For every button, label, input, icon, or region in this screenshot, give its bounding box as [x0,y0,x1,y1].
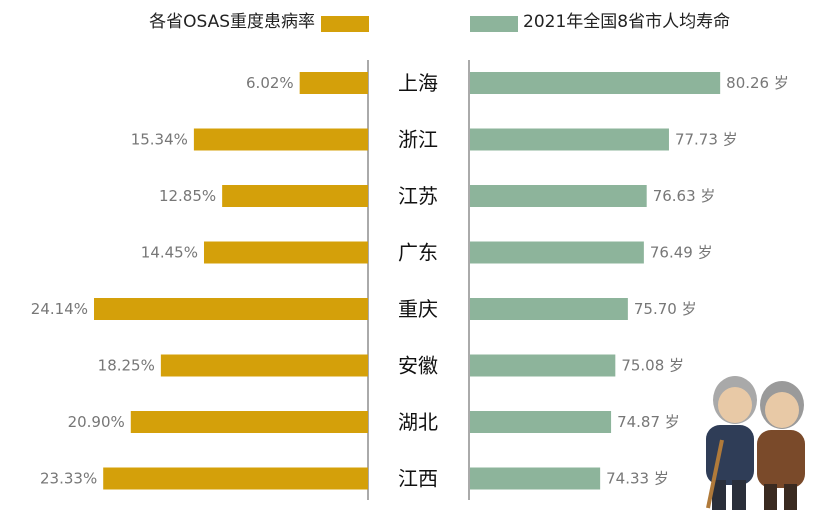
bar-lifespan-2 [470,185,647,207]
bar-osas-5 [160,354,368,377]
category-label-0: 上海 [398,71,438,95]
label-osas-6: 20.90% [68,413,125,431]
legend: 各省OSAS重度患病率 2021年全国8省市人均寿命 [149,12,730,32]
woman-body [757,430,805,488]
category-label-1: 浙江 [398,128,438,152]
label-osas-0: 6.02% [246,74,294,92]
category-label-3: 广东 [398,241,438,265]
category-label-7: 江西 [398,467,438,491]
bar-osas-7 [103,467,368,490]
category-label-2: 江苏 [398,184,438,208]
man-body [706,425,754,485]
label-lifespan-3: 76.49 岁 [650,244,713,262]
bar-lifespan-0 [470,72,721,94]
bar-osas-1 [193,128,368,151]
label-osas-1: 15.34% [131,131,188,149]
legend-swatch-left [321,16,369,32]
category-label-5: 安徽 [398,354,438,378]
label-lifespan-1: 77.73 岁 [675,131,738,149]
bar-lifespan-3 [470,241,644,264]
label-osas-5: 18.25% [98,357,155,375]
label-osas-7: 23.33% [40,470,97,488]
elderly-couple-illustration [706,376,805,510]
bar-lifespan-5 [470,354,616,377]
legend-label-left: 各省OSAS重度患病率 [149,12,315,32]
bar-osas-0 [299,72,368,94]
category-label-4: 重庆 [398,297,438,321]
legend-swatch-right [470,16,518,32]
bar-lifespan-4 [470,298,628,320]
bar-osas-6 [130,411,368,433]
bar-osas-2 [222,185,368,207]
bar-lifespan-6 [470,411,612,433]
category-label-6: 湖北 [398,410,438,434]
label-osas-2: 12.85% [159,187,216,205]
label-lifespan-7: 74.33 岁 [606,470,669,488]
legend-label-right: 2021年全国8省市人均寿命 [523,12,730,32]
label-lifespan-6: 74.87 岁 [617,413,680,431]
bar-lifespan-7 [470,467,601,490]
bar-lifespan-1 [470,128,669,151]
label-lifespan-2: 76.63 岁 [653,187,716,205]
bar-osas-4 [94,298,369,320]
label-lifespan-0: 80.26 岁 [726,74,789,92]
label-lifespan-4: 75.70 岁 [634,300,697,318]
label-lifespan-5: 75.08 岁 [621,357,684,375]
label-osas-4: 24.14% [31,300,88,318]
bar-osas-3 [203,241,368,264]
label-osas-3: 14.45% [141,244,198,262]
